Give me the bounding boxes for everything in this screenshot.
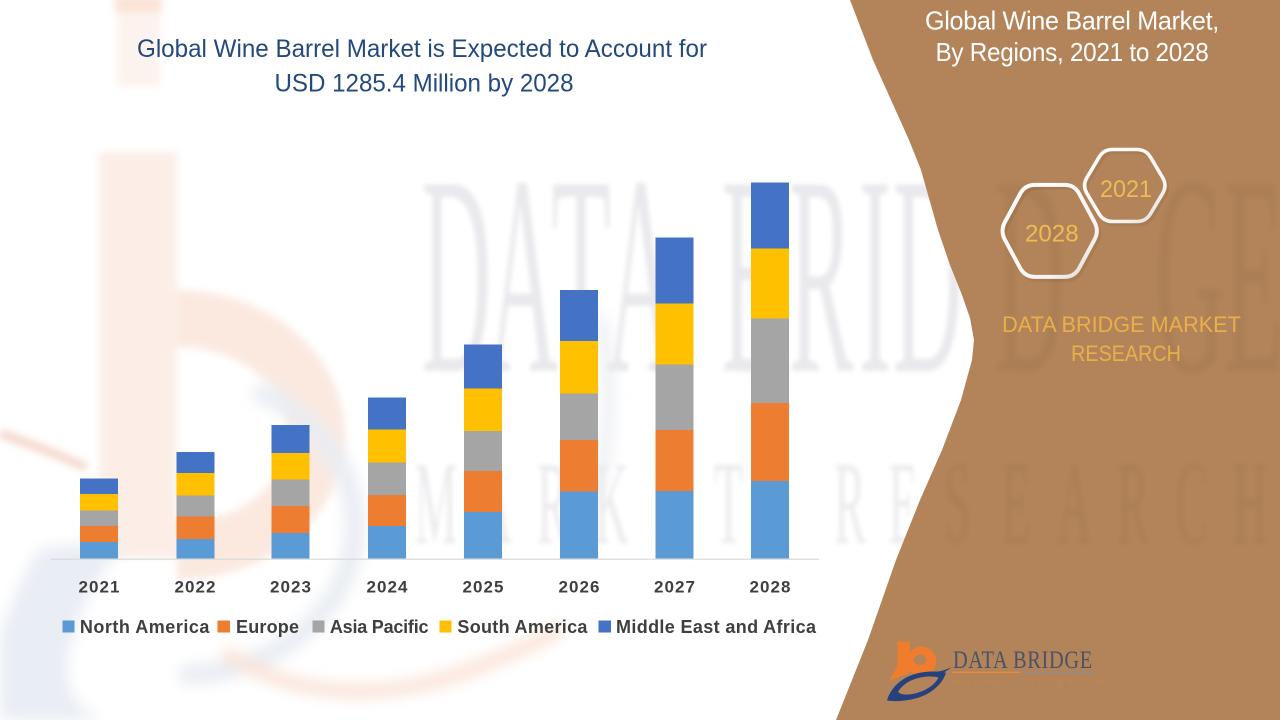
svg-text:S: S	[944, 437, 970, 570]
svg-text:Global Wine Barrel Market,: Global Wine Barrel Market,	[925, 6, 1219, 36]
svg-text:2028: 2028	[750, 578, 791, 597]
svg-text:2028: 2028	[1025, 220, 1079, 247]
svg-text:T: T	[714, 437, 743, 570]
svg-text:Global Wine Barrel Market is E: Global Wine Barrel Market is Expected to…	[137, 35, 707, 63]
svg-text:Asia Pacific: Asia Pacific	[330, 617, 429, 637]
svg-text:2026: 2026	[559, 578, 600, 597]
svg-text:2021: 2021	[79, 578, 120, 597]
svg-text:G: G	[1155, 118, 1225, 434]
svg-text:By Regions, 2021 to 2028: By Regions, 2021 to 2028	[936, 37, 1209, 67]
svg-text:H: H	[1233, 437, 1267, 570]
svg-text:Middle East and Africa: Middle East and Africa	[616, 617, 817, 637]
svg-text:C: C	[1176, 437, 1208, 570]
svg-text:A: A	[1057, 437, 1091, 570]
svg-text:E: E	[1001, 437, 1030, 570]
svg-text:2021: 2021	[1100, 176, 1152, 203]
svg-text:2025: 2025	[463, 578, 504, 597]
svg-text:M: M	[415, 437, 457, 570]
svg-text:R: R	[834, 437, 866, 570]
svg-text:MARKET RESEARCH: MARKET RESEARCH	[954, 678, 1109, 687]
svg-text:I: I	[859, 118, 891, 434]
svg-text:2024: 2024	[367, 578, 409, 597]
svg-text:RESEARCH: RESEARCH	[1071, 341, 1181, 366]
svg-text:North America: North America	[80, 617, 210, 637]
svg-text:R: R	[1117, 437, 1149, 570]
svg-text:R: R	[789, 118, 854, 434]
svg-text:E: E	[1224, 118, 1280, 434]
svg-text:Europe: Europe	[236, 617, 299, 637]
svg-text:2022: 2022	[175, 578, 216, 597]
svg-text:2027: 2027	[654, 578, 695, 597]
svg-text:2023: 2023	[270, 578, 311, 597]
svg-text:DATA BRIDGE: DATA BRIDGE	[953, 645, 1092, 674]
svg-text:South America: South America	[457, 617, 588, 637]
svg-text:K: K	[594, 437, 628, 570]
svg-text:DATA BRIDGE MARKET: DATA BRIDGE MARKET	[1002, 312, 1241, 337]
svg-text:USD 1285.4 Million by 2028: USD 1285.4 Million by 2028	[275, 70, 574, 98]
